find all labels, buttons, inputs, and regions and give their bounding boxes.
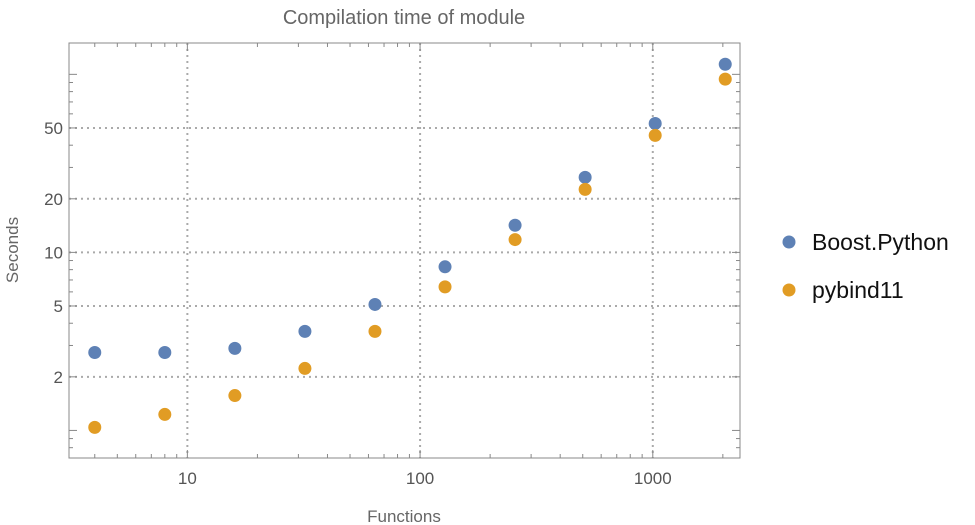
chart-title: Compilation time of module	[283, 7, 525, 29]
data-point-boost-python	[228, 341, 242, 355]
y-axis-label: Seconds	[3, 217, 22, 283]
data-point-boost-python	[298, 324, 312, 338]
data-point-pybind11	[718, 72, 732, 86]
ticks: 10 100 1000 2 5 10 20 50	[44, 43, 740, 488]
data-point-boost-python	[508, 218, 522, 232]
data-point-pybind11	[298, 361, 312, 375]
data-point-boost-python	[158, 345, 172, 359]
data-point-boost-python	[648, 116, 662, 130]
x-tick-label: 1000	[634, 469, 672, 488]
x-tick-label: 10	[178, 469, 197, 488]
y-tick-label: 2	[54, 368, 63, 387]
grid	[69, 43, 740, 458]
y-tick-label: 20	[44, 190, 63, 209]
legend-label: Boost.Python	[812, 229, 949, 255]
data-point-pybind11	[88, 420, 102, 434]
legend-marker	[782, 283, 796, 297]
data-point-boost-python	[578, 170, 592, 184]
data-point-pybind11	[228, 389, 242, 403]
data-point-pybind11	[368, 324, 382, 338]
legend-label: pybind11	[812, 277, 904, 303]
plot-frame	[68, 42, 741, 459]
data-point-boost-python	[88, 345, 102, 359]
y-tick-label: 50	[44, 119, 63, 138]
data-point-boost-python	[438, 260, 452, 274]
x-tick-label: 100	[406, 469, 434, 488]
data-point-pybind11	[438, 280, 452, 294]
legend-marker	[782, 235, 796, 249]
data-point-boost-python	[718, 57, 732, 71]
data-point-boost-python	[368, 297, 382, 311]
x-axis-label: Functions	[367, 507, 441, 525]
data-point-pybind11	[158, 407, 172, 421]
data-point-pybind11	[648, 128, 662, 142]
data-point-pybind11	[508, 233, 522, 247]
y-tick-label: 10	[44, 243, 63, 262]
points	[88, 57, 732, 434]
legend: Boost.Python pybind11	[782, 229, 949, 303]
y-tick-label: 5	[54, 297, 63, 316]
data-point-pybind11	[578, 182, 592, 196]
